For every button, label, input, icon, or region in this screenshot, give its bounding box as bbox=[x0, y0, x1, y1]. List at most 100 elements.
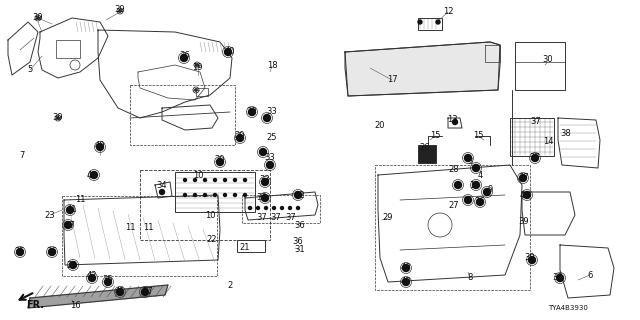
Circle shape bbox=[266, 162, 273, 169]
Circle shape bbox=[193, 179, 196, 181]
Circle shape bbox=[17, 249, 24, 255]
Text: 9: 9 bbox=[488, 186, 493, 195]
Text: 20: 20 bbox=[215, 156, 225, 164]
Text: 26: 26 bbox=[420, 143, 430, 153]
Text: 21: 21 bbox=[240, 243, 250, 252]
Text: 18: 18 bbox=[267, 60, 277, 69]
Text: 39: 39 bbox=[52, 114, 63, 123]
Text: 37: 37 bbox=[257, 213, 268, 222]
Circle shape bbox=[193, 194, 196, 196]
Text: 16: 16 bbox=[70, 301, 80, 310]
Circle shape bbox=[243, 179, 246, 181]
Circle shape bbox=[472, 181, 479, 188]
Text: 27: 27 bbox=[449, 201, 460, 210]
Circle shape bbox=[49, 249, 56, 255]
Circle shape bbox=[483, 188, 490, 196]
Text: 11: 11 bbox=[125, 223, 135, 233]
Polygon shape bbox=[345, 42, 500, 96]
Text: 34: 34 bbox=[157, 180, 167, 189]
Text: 35: 35 bbox=[102, 276, 113, 284]
Text: 37: 37 bbox=[143, 287, 154, 297]
Text: 3: 3 bbox=[467, 157, 473, 166]
Text: 36: 36 bbox=[292, 237, 303, 246]
Text: 24: 24 bbox=[67, 260, 77, 269]
Text: 10: 10 bbox=[205, 211, 215, 220]
Text: 33: 33 bbox=[257, 194, 268, 203]
Circle shape bbox=[264, 115, 271, 122]
Text: 14: 14 bbox=[543, 138, 553, 147]
Text: 36: 36 bbox=[47, 247, 58, 257]
Circle shape bbox=[264, 206, 268, 210]
Text: 11: 11 bbox=[143, 223, 153, 233]
Text: 12: 12 bbox=[443, 7, 453, 17]
Text: 20: 20 bbox=[375, 121, 385, 130]
Circle shape bbox=[248, 108, 255, 116]
Text: 35: 35 bbox=[15, 247, 26, 257]
Circle shape bbox=[234, 179, 237, 181]
Text: 39: 39 bbox=[33, 13, 44, 22]
Circle shape bbox=[452, 119, 458, 124]
Circle shape bbox=[477, 198, 483, 205]
Circle shape bbox=[57, 117, 60, 119]
Circle shape bbox=[557, 275, 563, 282]
Text: 19: 19 bbox=[192, 63, 202, 73]
Bar bbox=[140, 170, 270, 240]
Text: 32: 32 bbox=[294, 191, 305, 201]
Circle shape bbox=[403, 265, 410, 271]
Text: 13: 13 bbox=[447, 116, 458, 124]
Text: 40: 40 bbox=[520, 190, 531, 199]
Text: 37: 37 bbox=[530, 154, 540, 163]
Circle shape bbox=[472, 164, 479, 172]
Circle shape bbox=[289, 206, 291, 210]
Circle shape bbox=[296, 206, 300, 210]
Circle shape bbox=[531, 155, 538, 162]
Text: 33: 33 bbox=[267, 108, 277, 116]
Text: 41: 41 bbox=[115, 287, 125, 297]
Text: 37: 37 bbox=[271, 213, 282, 222]
Text: 33: 33 bbox=[260, 175, 270, 185]
Circle shape bbox=[225, 49, 232, 55]
Text: FR.: FR. bbox=[26, 300, 44, 310]
Text: 43: 43 bbox=[86, 171, 97, 180]
Circle shape bbox=[465, 196, 472, 204]
Circle shape bbox=[204, 179, 207, 181]
Bar bbox=[130, 85, 235, 145]
Circle shape bbox=[88, 275, 95, 282]
Text: 10: 10 bbox=[193, 171, 204, 180]
Text: 37: 37 bbox=[531, 117, 541, 126]
Text: 39: 39 bbox=[525, 253, 535, 262]
Bar bbox=[237, 240, 265, 252]
Bar bbox=[418, 18, 442, 30]
Text: 41: 41 bbox=[67, 205, 77, 214]
Text: 2: 2 bbox=[227, 281, 232, 290]
Circle shape bbox=[294, 191, 301, 198]
Text: 37: 37 bbox=[518, 173, 529, 182]
Circle shape bbox=[65, 221, 72, 228]
Circle shape bbox=[214, 194, 216, 196]
Circle shape bbox=[116, 289, 124, 295]
Text: 20: 20 bbox=[235, 131, 245, 140]
Text: 33: 33 bbox=[264, 154, 275, 163]
Circle shape bbox=[243, 194, 246, 196]
Circle shape bbox=[262, 179, 269, 186]
Circle shape bbox=[280, 206, 284, 210]
Circle shape bbox=[90, 172, 97, 179]
Circle shape bbox=[204, 194, 207, 196]
Text: 29: 29 bbox=[383, 213, 393, 222]
Text: 17: 17 bbox=[387, 76, 397, 84]
Bar bbox=[242, 195, 320, 223]
Text: 37: 37 bbox=[285, 213, 296, 222]
Text: 11: 11 bbox=[75, 196, 85, 204]
Circle shape bbox=[436, 20, 440, 24]
Circle shape bbox=[465, 155, 472, 162]
Bar bbox=[515, 42, 565, 90]
Bar bbox=[196, 88, 208, 96]
Bar bbox=[510, 118, 554, 156]
Circle shape bbox=[67, 206, 74, 213]
Circle shape bbox=[520, 174, 527, 181]
Circle shape bbox=[248, 206, 252, 210]
Circle shape bbox=[259, 148, 266, 156]
Text: 22: 22 bbox=[207, 236, 217, 244]
Text: 40: 40 bbox=[95, 140, 105, 149]
Text: 25: 25 bbox=[267, 133, 277, 142]
